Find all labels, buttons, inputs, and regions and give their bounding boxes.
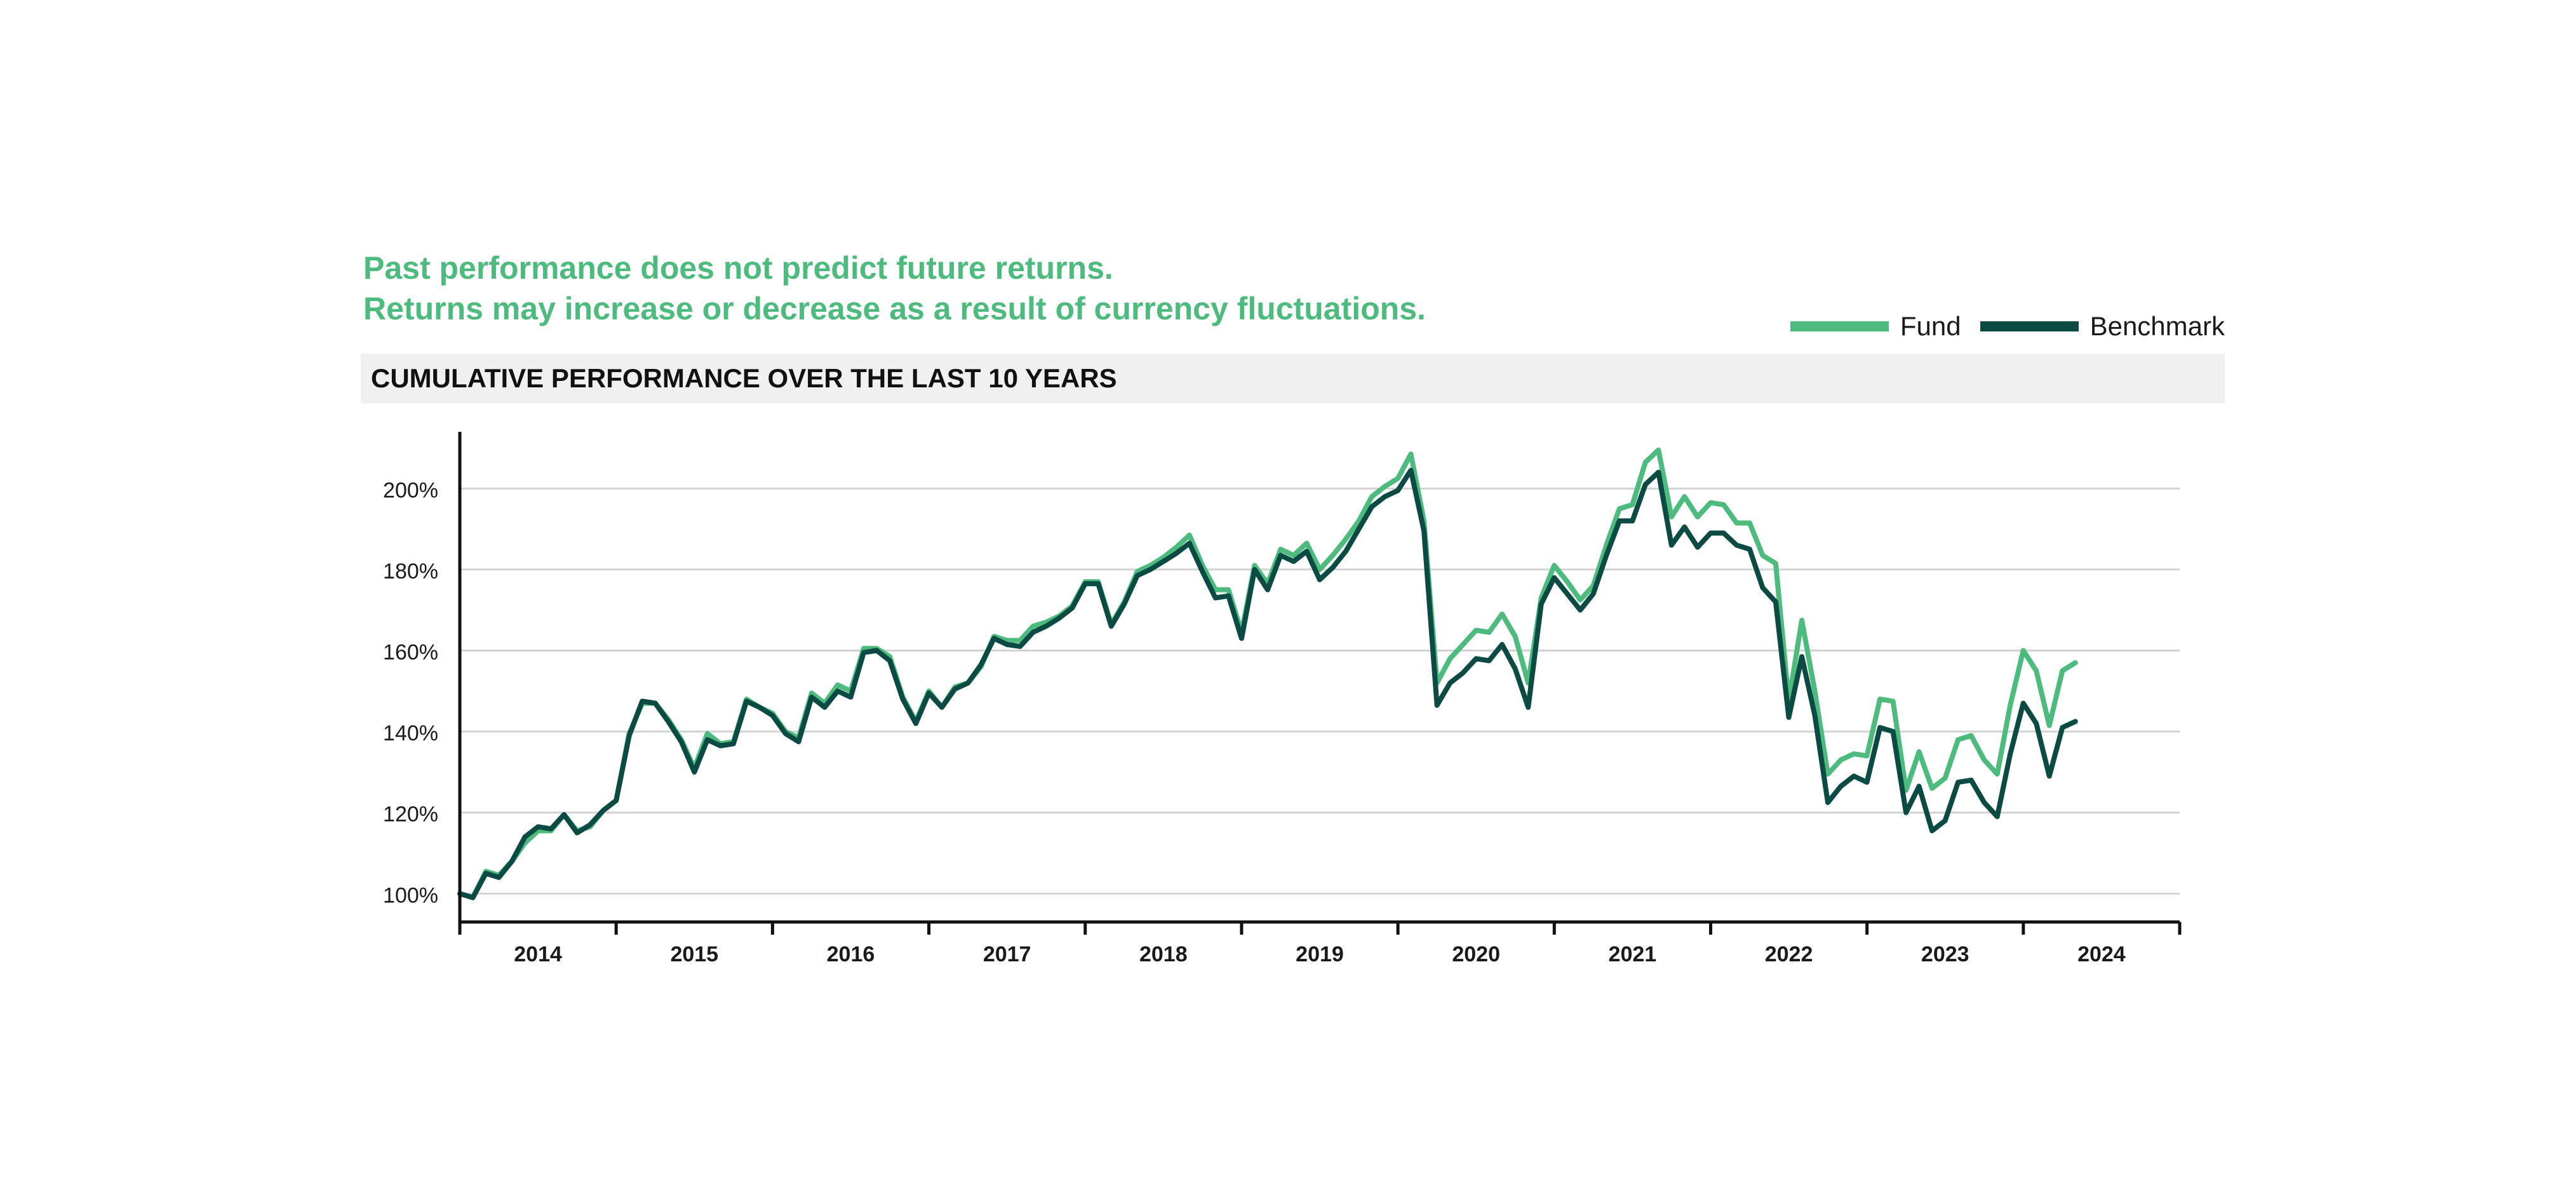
x-tick-label: 2019: [1296, 942, 1344, 966]
x-tick-label: 2023: [1921, 942, 1969, 966]
legend-swatch-benchmark: [1980, 321, 2079, 331]
series-line-benchmark: [457, 467, 2078, 900]
y-tick-label: 180%: [383, 559, 438, 584]
x-tick-label: 2014: [514, 942, 562, 966]
y-tick-label: 120%: [383, 803, 438, 827]
x-tick-label: 2016: [827, 942, 875, 966]
disclaimer-line-2: Returns may increase or decrease as a re…: [363, 291, 1426, 326]
tick-labels: 100% 120% 140% 160% 180% 200% 2014 2015 2016 2017…: [383, 478, 2126, 966]
legend-label-fund: Fund: [1900, 311, 1961, 341]
legend-item-benchmark: Benchmark: [1980, 311, 2225, 342]
chart-title: CUMULATIVE PERFORMANCE OVER THE LAST 10 …: [371, 363, 1117, 393]
performance-disclaimer: Past performance does not predict future…: [363, 248, 1426, 329]
series-lines: [457, 447, 2078, 900]
disclaimer-line-1: Past performance does not predict future…: [363, 250, 1113, 286]
chart-title-bar: CUMULATIVE PERFORMANCE OVER THE LAST 10 …: [361, 354, 2225, 403]
series-line-fund: [457, 447, 2078, 900]
chart-legend: Fund Benchmark: [1771, 311, 2225, 342]
x-tick-label: 2018: [1139, 942, 1188, 966]
legend-label-benchmark: Benchmark: [2090, 311, 2225, 341]
x-tick-label: 2015: [670, 942, 718, 966]
x-tick-label: 2017: [983, 942, 1031, 966]
gridlines: [460, 487, 2180, 895]
x-tick-label: 2021: [1609, 942, 1657, 966]
legend-swatch-fund: [1790, 321, 1889, 331]
axes: [458, 432, 2182, 935]
legend-item-fund: Fund: [1790, 311, 1961, 342]
x-tick-label: 2022: [1765, 942, 1813, 966]
y-tick-label: 140%: [383, 721, 438, 745]
y-tick-label: 200%: [383, 478, 438, 502]
x-tick-label: 2020: [1452, 942, 1500, 966]
y-tick-label: 160%: [383, 641, 438, 665]
y-tick-label: 100%: [383, 883, 438, 907]
x-tick-label: 2024: [2077, 942, 2126, 966]
